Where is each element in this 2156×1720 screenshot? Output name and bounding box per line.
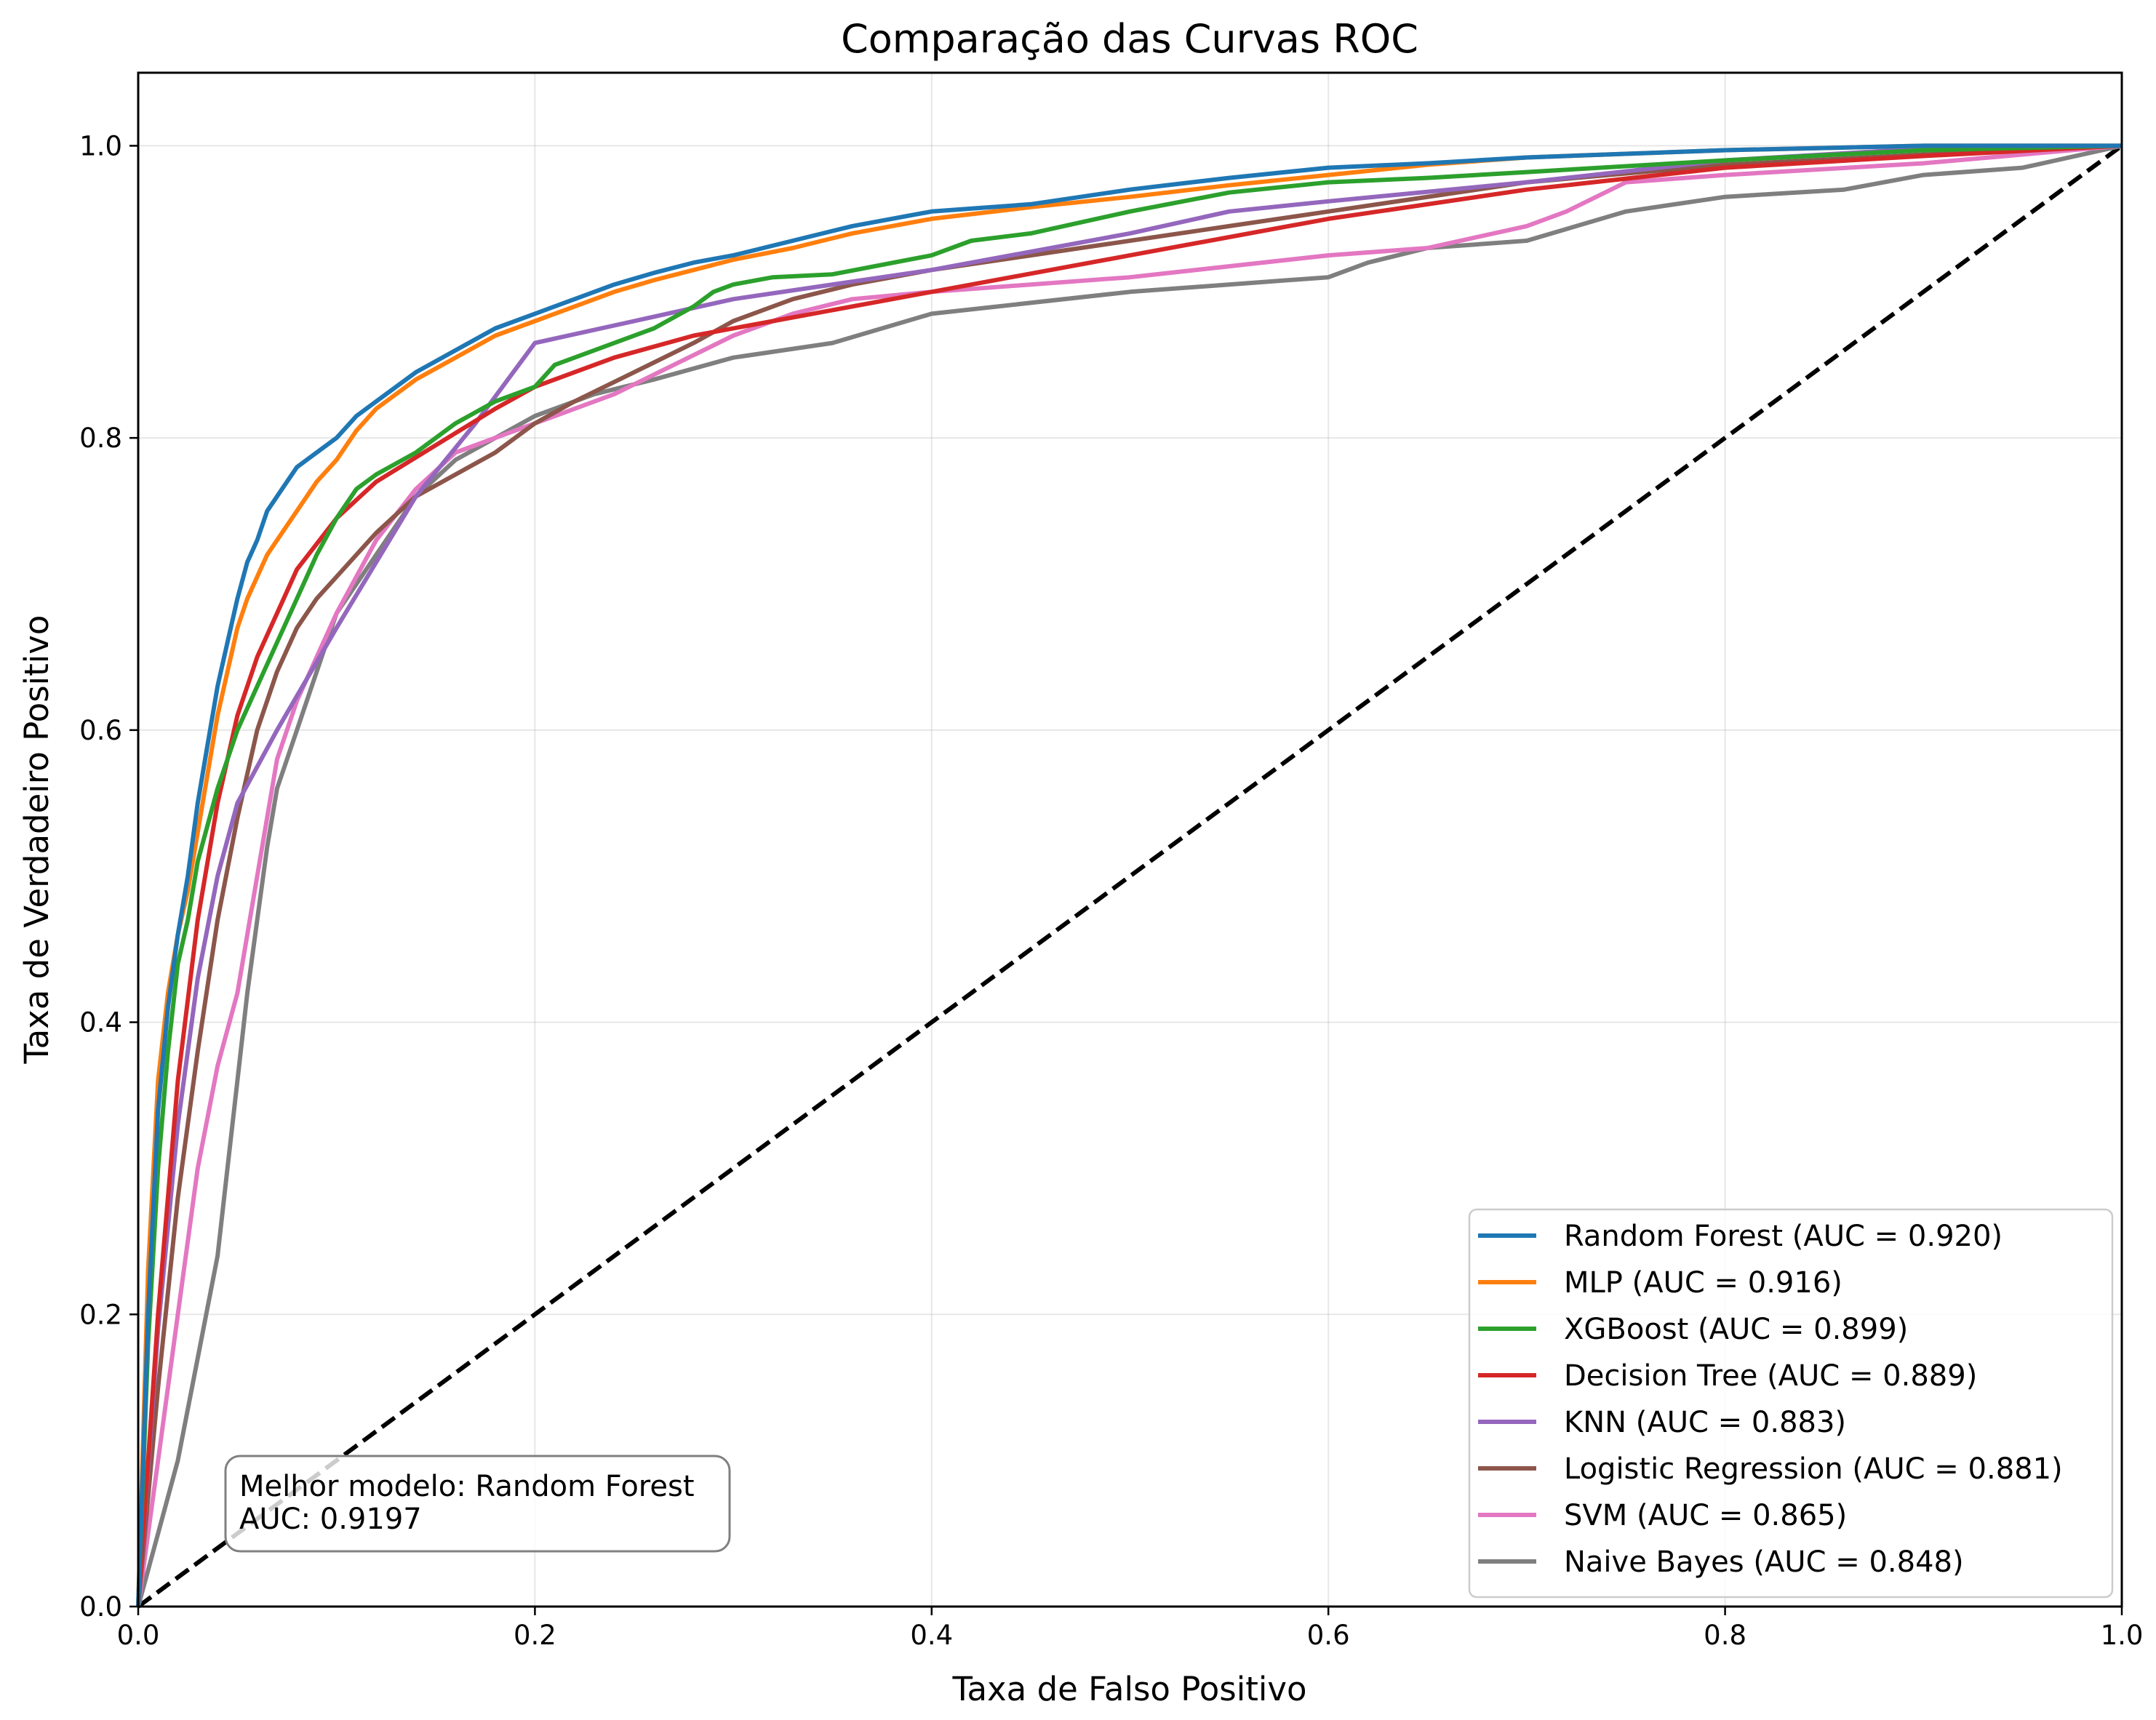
legend-label: Logistic Regression (AUC = 0.881) bbox=[1564, 1452, 2063, 1486]
series-lines bbox=[136, 143, 2123, 1607]
x-tick-label: 0.6 bbox=[1307, 1620, 1350, 1651]
y-tick-label: 0.2 bbox=[79, 1299, 122, 1330]
annotation-line-2: AUC: 0.9197 bbox=[239, 1503, 422, 1536]
legend-label: KNN (AUC = 0.883) bbox=[1564, 1406, 1846, 1439]
x-tick-label: 0.4 bbox=[910, 1620, 953, 1651]
x-axis-title: Taxa de Falso Positivo bbox=[951, 1670, 1306, 1708]
x-tick-label: 0.8 bbox=[1704, 1620, 1746, 1651]
y-tick-label: 0.6 bbox=[79, 715, 122, 746]
plot-frame bbox=[137, 71, 2123, 1608]
legend: Random Forest (AUC = 0.920) MLP (AUC = 0.… bbox=[1468, 1208, 2114, 1599]
annotation-box bbox=[224, 1455, 731, 1553]
legend-label: Random Forest (AUC = 0.920) bbox=[1564, 1220, 2003, 1253]
y-tick-label: 0.8 bbox=[79, 423, 122, 454]
series-line bbox=[136, 143, 2123, 1607]
series-line bbox=[136, 143, 2122, 1607]
x-tick-label: 0.2 bbox=[514, 1620, 556, 1651]
legend-label: Decision Tree (AUC = 0.889) bbox=[1564, 1359, 1977, 1393]
x-tick-label: 1.0 bbox=[2101, 1620, 2144, 1651]
grid bbox=[137, 73, 2123, 1607]
legend-label: MLP (AUC = 0.916) bbox=[1564, 1266, 1842, 1300]
legend-label: Naive Bayes (AUC = 0.848) bbox=[1564, 1545, 1964, 1579]
axis-ticks: 0.0 0.2 0.4 0.6 0.8 1.0 0.0 0.2 0.4 0.6 0.8 1.0 bbox=[79, 130, 2143, 1651]
legend-label: XGBoost (AUC = 0.899) bbox=[1564, 1313, 1908, 1346]
y-axis-title: Taxa de Verdadeiro Positivo bbox=[17, 615, 56, 1065]
y-tick-label: 0.0 bbox=[79, 1591, 122, 1623]
series-line bbox=[136, 143, 2122, 1607]
legend-box bbox=[1468, 1208, 2114, 1599]
diagonal-reference bbox=[137, 144, 2123, 1609]
x-tick-label: 0.0 bbox=[117, 1620, 160, 1651]
annotation-line-1: Melhor modelo: Random Forest bbox=[239, 1470, 695, 1503]
chart-title: Comparação das Curvas ROC bbox=[841, 16, 1418, 62]
series-line bbox=[136, 143, 2123, 1607]
series-line bbox=[136, 143, 2123, 1607]
diagonal-line bbox=[137, 144, 2123, 1609]
best-model-annotation: Melhor modelo: Random Forest AUC: 0.9197 bbox=[224, 1455, 731, 1553]
legend-label: SVM (AUC = 0.865) bbox=[1564, 1499, 1847, 1532]
y-tick-label: 1.0 bbox=[79, 130, 122, 161]
series-line bbox=[136, 143, 2123, 1607]
series-line bbox=[136, 143, 2123, 1607]
y-tick-label: 0.4 bbox=[79, 1007, 122, 1039]
